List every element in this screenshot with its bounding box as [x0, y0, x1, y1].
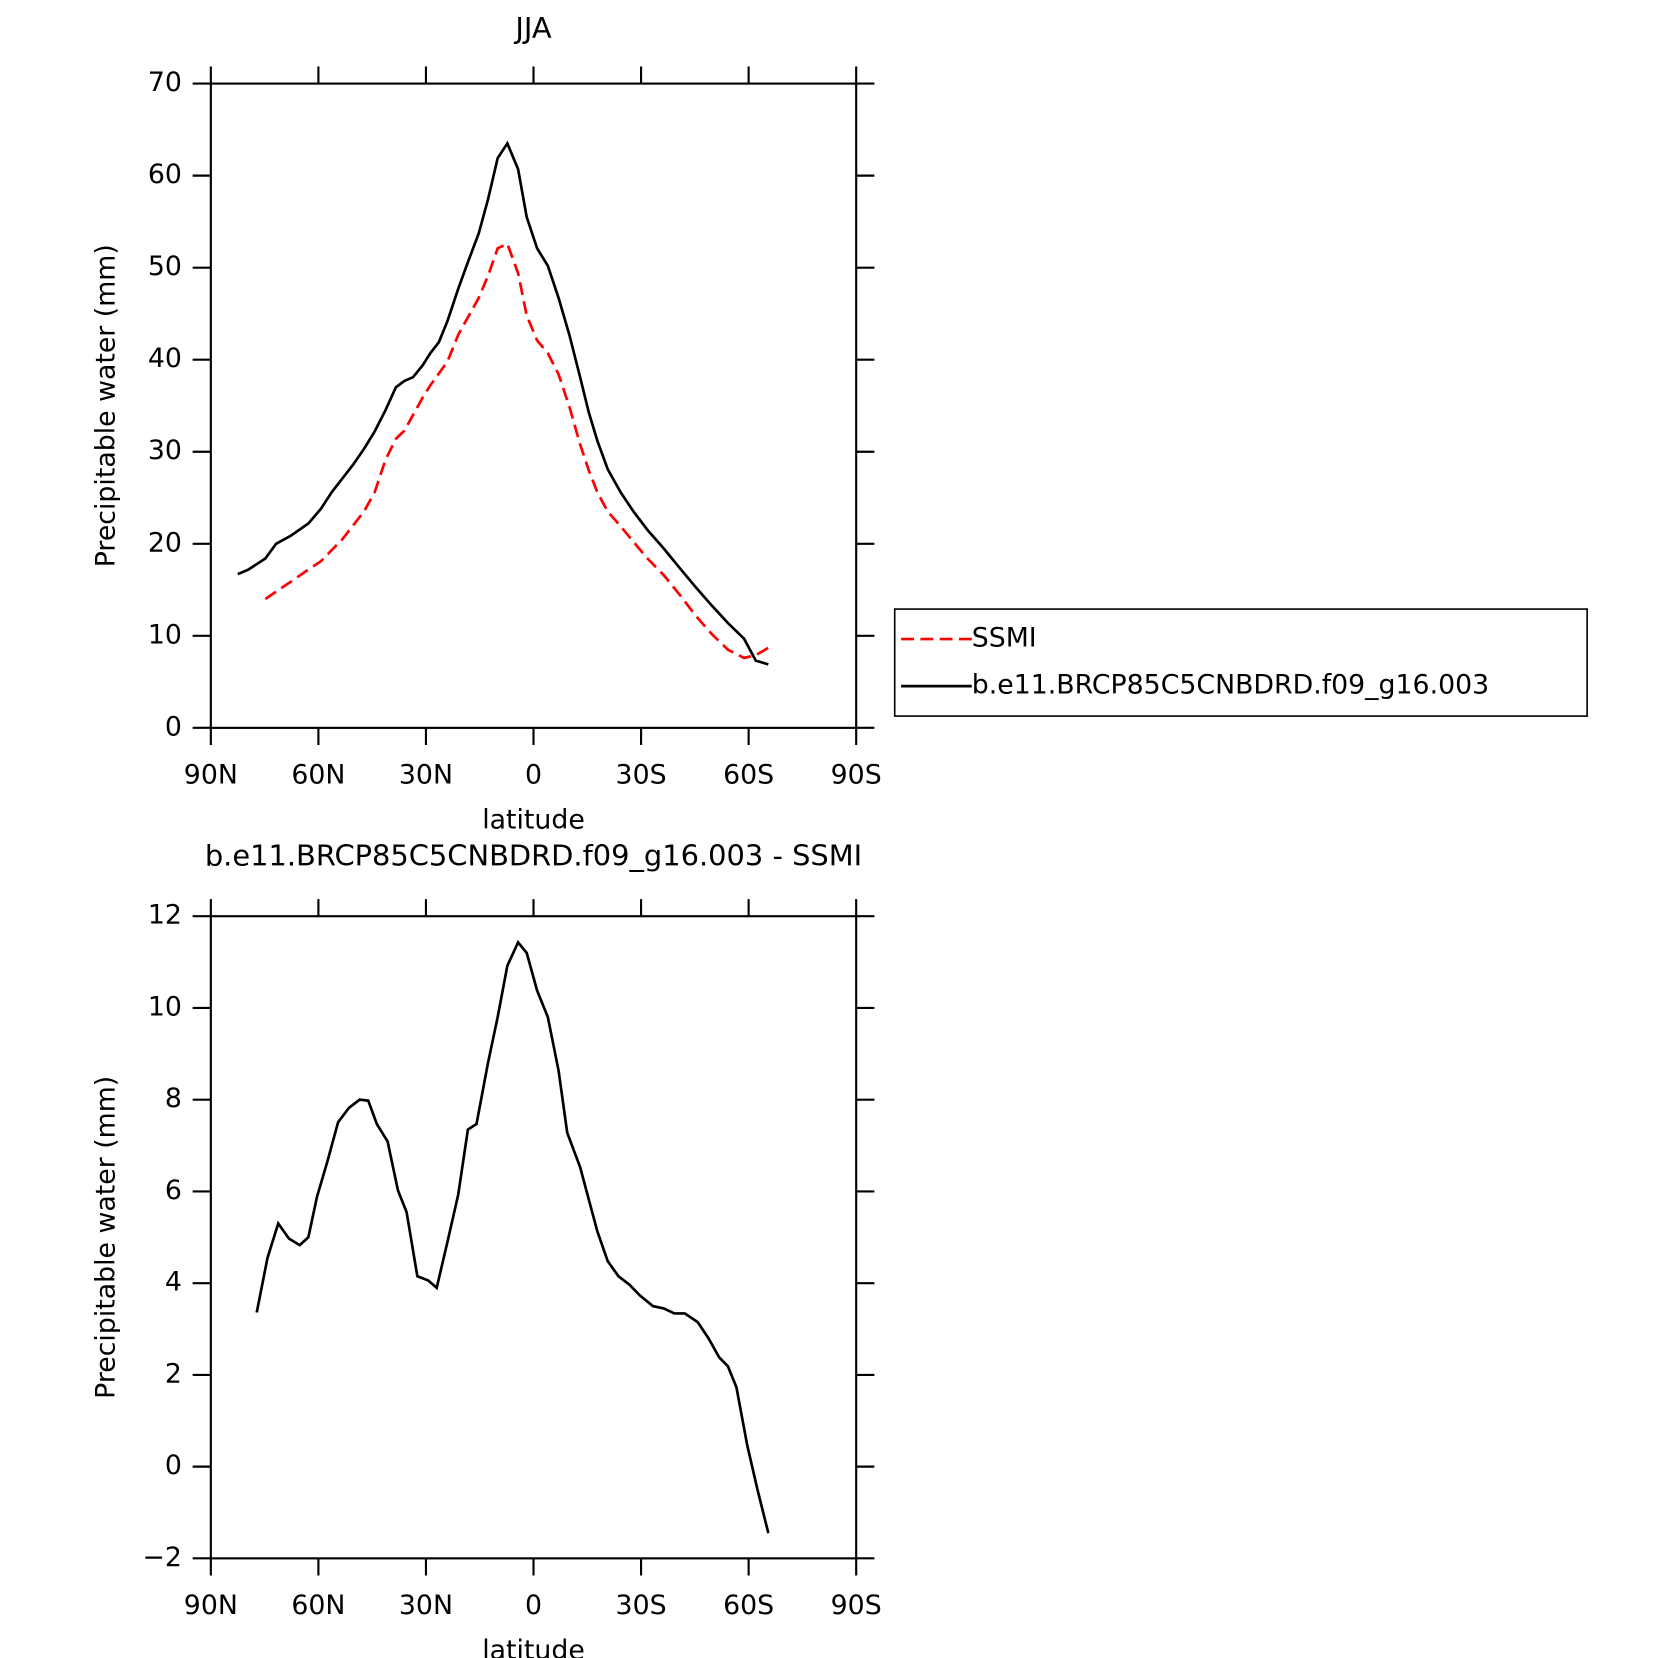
y-tick-label: 60 [148, 159, 182, 190]
x-axis-label: latitude [482, 804, 585, 835]
x-tick-label: 30N [399, 760, 453, 791]
x-tick-label: 0 [525, 760, 542, 791]
y-tick-label: 20 [148, 527, 182, 558]
y-tick-label: 50 [148, 251, 182, 282]
legend-label: SSMI [972, 623, 1037, 654]
y-tick-label: 40 [148, 343, 182, 374]
y-tick-label: 0 [165, 1450, 182, 1481]
chart-title: b.e11.BRCP85C5CNBDRD.f09_g16.003 - SSMI [205, 838, 862, 872]
plot-frame [209, 915, 858, 1560]
plot-frame [209, 82, 858, 729]
y-tick-label: 8 [165, 1083, 182, 1114]
y-tick-label: 12 [148, 900, 182, 931]
x-tick-label: 90N [184, 760, 238, 791]
y-tick-label: 2 [165, 1358, 182, 1389]
legend-label: b.e11.BRCP85C5CNBDRD.f09_g16.003 [972, 670, 1489, 701]
x-tick-label: 90S [831, 1590, 882, 1621]
y-axis-label: Precipitable water (mm) [91, 244, 122, 567]
y-tick-label: 70 [148, 67, 182, 98]
x-tick-label: 30S [616, 760, 667, 791]
x-tick-label: 60S [723, 760, 774, 791]
x-tick-label: 30S [616, 1590, 667, 1621]
y-axis-label: Precipitable water (mm) [91, 1076, 122, 1399]
x-tick-label: 60N [291, 1590, 345, 1621]
x-tick-label: 60S [723, 1590, 774, 1621]
data-line [255, 939, 770, 1534]
x-tick-label: 30N [399, 1590, 453, 1621]
x-tick-label: 0 [525, 1590, 542, 1621]
x-tick-label: 90N [184, 1590, 238, 1621]
x-tick-label: 60N [291, 760, 345, 791]
y-tick-label: 10 [148, 619, 182, 650]
x-axis-label: latitude [482, 1635, 585, 1658]
chart-title: JJA [513, 11, 552, 45]
y-tick-label: 0 [165, 711, 182, 742]
x-tick-label: 90S [831, 760, 882, 791]
y-tick-label: 10 [148, 991, 182, 1022]
y-tick-label: 6 [165, 1175, 182, 1206]
data-line [237, 140, 769, 666]
data-line [264, 241, 770, 660]
y-tick-label: 30 [148, 435, 182, 466]
y-tick-label: 4 [165, 1267, 182, 1298]
y-tick-label: −2 [143, 1542, 182, 1573]
legend-box [893, 608, 1588, 717]
